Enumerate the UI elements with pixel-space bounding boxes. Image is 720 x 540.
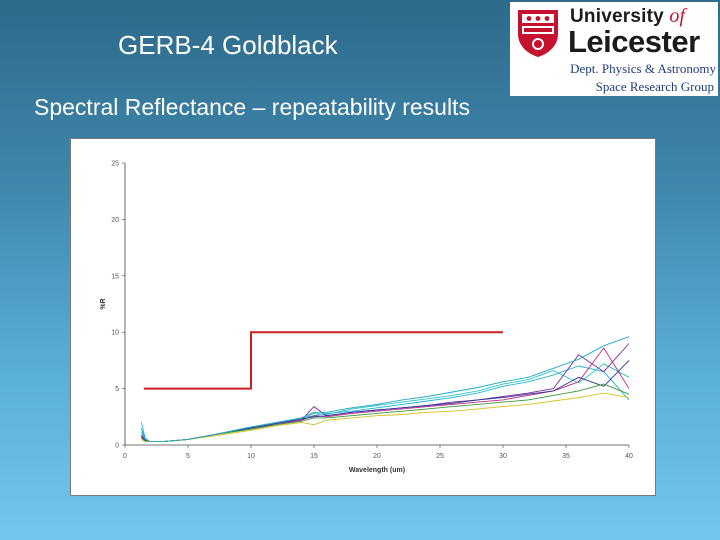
x-tick-label: 30 bbox=[499, 453, 507, 460]
x-tick-label: 15 bbox=[310, 453, 318, 460]
logo-line-1: University of bbox=[570, 5, 686, 27]
slide-title: GERB-4 Goldblack bbox=[118, 30, 338, 60]
x-axis-label: Wavelength (um) bbox=[349, 467, 405, 474]
logo-line-2: Leicester bbox=[568, 24, 700, 59]
slide-subtitle: Spectral Reflectance – repeatability res… bbox=[34, 94, 470, 120]
chart-svg: 0 5 10 15 20 25 0 5 10 15 20 25 30 35 40 %R Wavelength… bbox=[100, 161, 633, 475]
threshold-line bbox=[143, 331, 503, 390]
y-tick-label: 20 bbox=[111, 217, 119, 224]
university-logo: University of Leicester Dept. Physics & … bbox=[510, 2, 718, 96]
x-tick-label: 5 bbox=[186, 453, 190, 460]
x-tick-label: 35 bbox=[562, 453, 570, 460]
y-tick-label: 0 bbox=[115, 443, 119, 450]
y-tick-label: 15 bbox=[111, 273, 119, 280]
series-line bbox=[140, 365, 630, 443]
y-axis-label: %R bbox=[100, 298, 107, 309]
series-line bbox=[141, 343, 630, 443]
group-text: Space Research Group bbox=[595, 79, 714, 94]
x-tick-label: 10 bbox=[247, 453, 255, 460]
x-tick-label: 0 bbox=[123, 453, 127, 460]
x-tick-label: 20 bbox=[373, 453, 381, 460]
x-tick-label: 25 bbox=[436, 453, 444, 460]
series-line bbox=[140, 336, 630, 443]
series-line bbox=[141, 383, 630, 443]
department-text: Dept. Physics & Astronomy bbox=[570, 61, 716, 76]
x-tick-label: 40 bbox=[625, 453, 633, 460]
y-tick-label: 5 bbox=[115, 386, 119, 393]
y-tick-label: 10 bbox=[111, 330, 119, 337]
y-tick-label: 25 bbox=[111, 161, 119, 168]
reflectance-chart: 0 5 10 15 20 25 0 5 10 15 20 25 30 35 40 %R Wavelength… bbox=[70, 138, 656, 496]
crest-icon bbox=[518, 10, 558, 57]
